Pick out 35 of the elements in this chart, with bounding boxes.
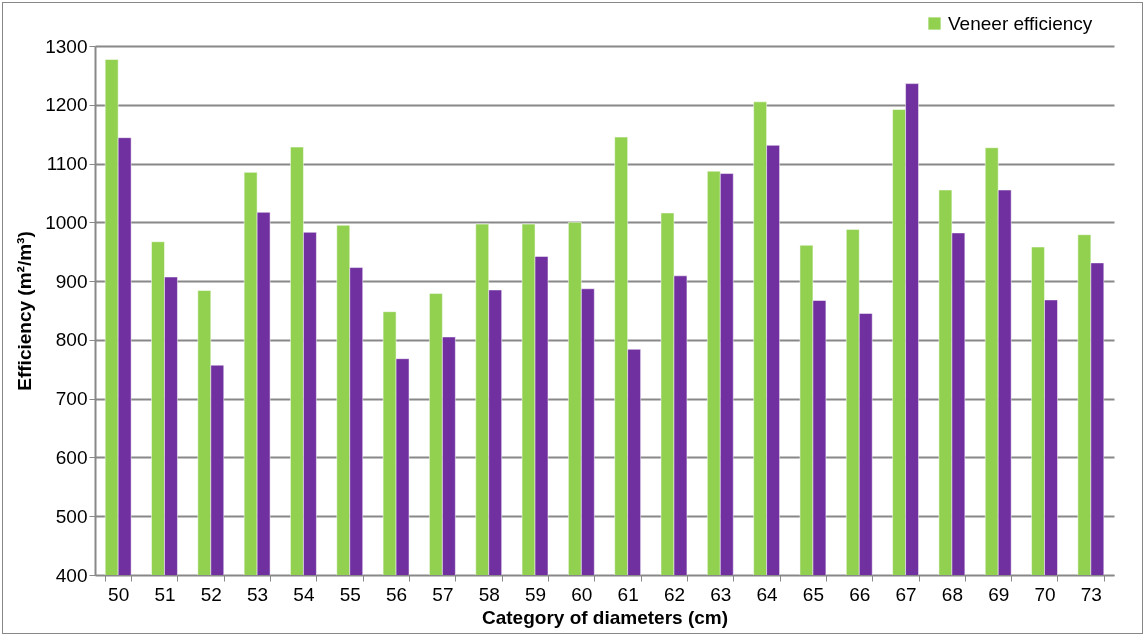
y-axis-title: Efficiency (m²/m³) xyxy=(14,231,36,391)
y-tick-label: 1300 xyxy=(45,35,88,57)
x-tick-label: 51 xyxy=(154,583,176,605)
y-tick-label: 1200 xyxy=(45,94,88,116)
y-tick-label: 800 xyxy=(55,329,88,351)
x-tick-label: 68 xyxy=(941,583,963,605)
legend-label: Veneer efficiency xyxy=(948,12,1093,34)
x-axis-title: Category of diameters (cm) xyxy=(481,606,729,628)
x-tick-label: 65 xyxy=(802,583,824,605)
x-tick-label: 67 xyxy=(895,583,917,605)
x-tick-label: 52 xyxy=(200,583,222,605)
y-tick-label: 500 xyxy=(55,505,88,527)
x-tick-label: 57 xyxy=(432,583,454,605)
x-tick-label: 63 xyxy=(710,583,732,605)
x-tick-label: 66 xyxy=(849,583,871,605)
y-tick-label: 900 xyxy=(55,270,88,292)
x-tick-label: 70 xyxy=(1034,583,1056,605)
x-tick-label: 54 xyxy=(293,583,315,605)
x-tick-label: 64 xyxy=(756,583,779,605)
x-tick-label: 53 xyxy=(247,583,269,605)
y-tick-label: 600 xyxy=(55,446,88,468)
x-tick-label: 56 xyxy=(386,583,408,605)
x-tick-label: 55 xyxy=(339,583,361,605)
x-tick-label: 60 xyxy=(571,583,593,605)
x-tick-label: 59 xyxy=(524,583,547,605)
y-tick-label: 700 xyxy=(55,388,88,410)
x-tick-label: 58 xyxy=(478,583,500,605)
y-tick-label: 400 xyxy=(55,564,88,586)
x-tick-label: 69 xyxy=(988,583,1010,605)
y-tick-label: 1100 xyxy=(46,153,88,175)
x-tick-label: 50 xyxy=(108,583,130,605)
y-tick-label: 1000 xyxy=(45,211,88,233)
x-tick-label: 61 xyxy=(617,583,639,605)
x-tick-label: 73 xyxy=(1080,583,1102,605)
x-tick-label: 62 xyxy=(663,583,686,605)
